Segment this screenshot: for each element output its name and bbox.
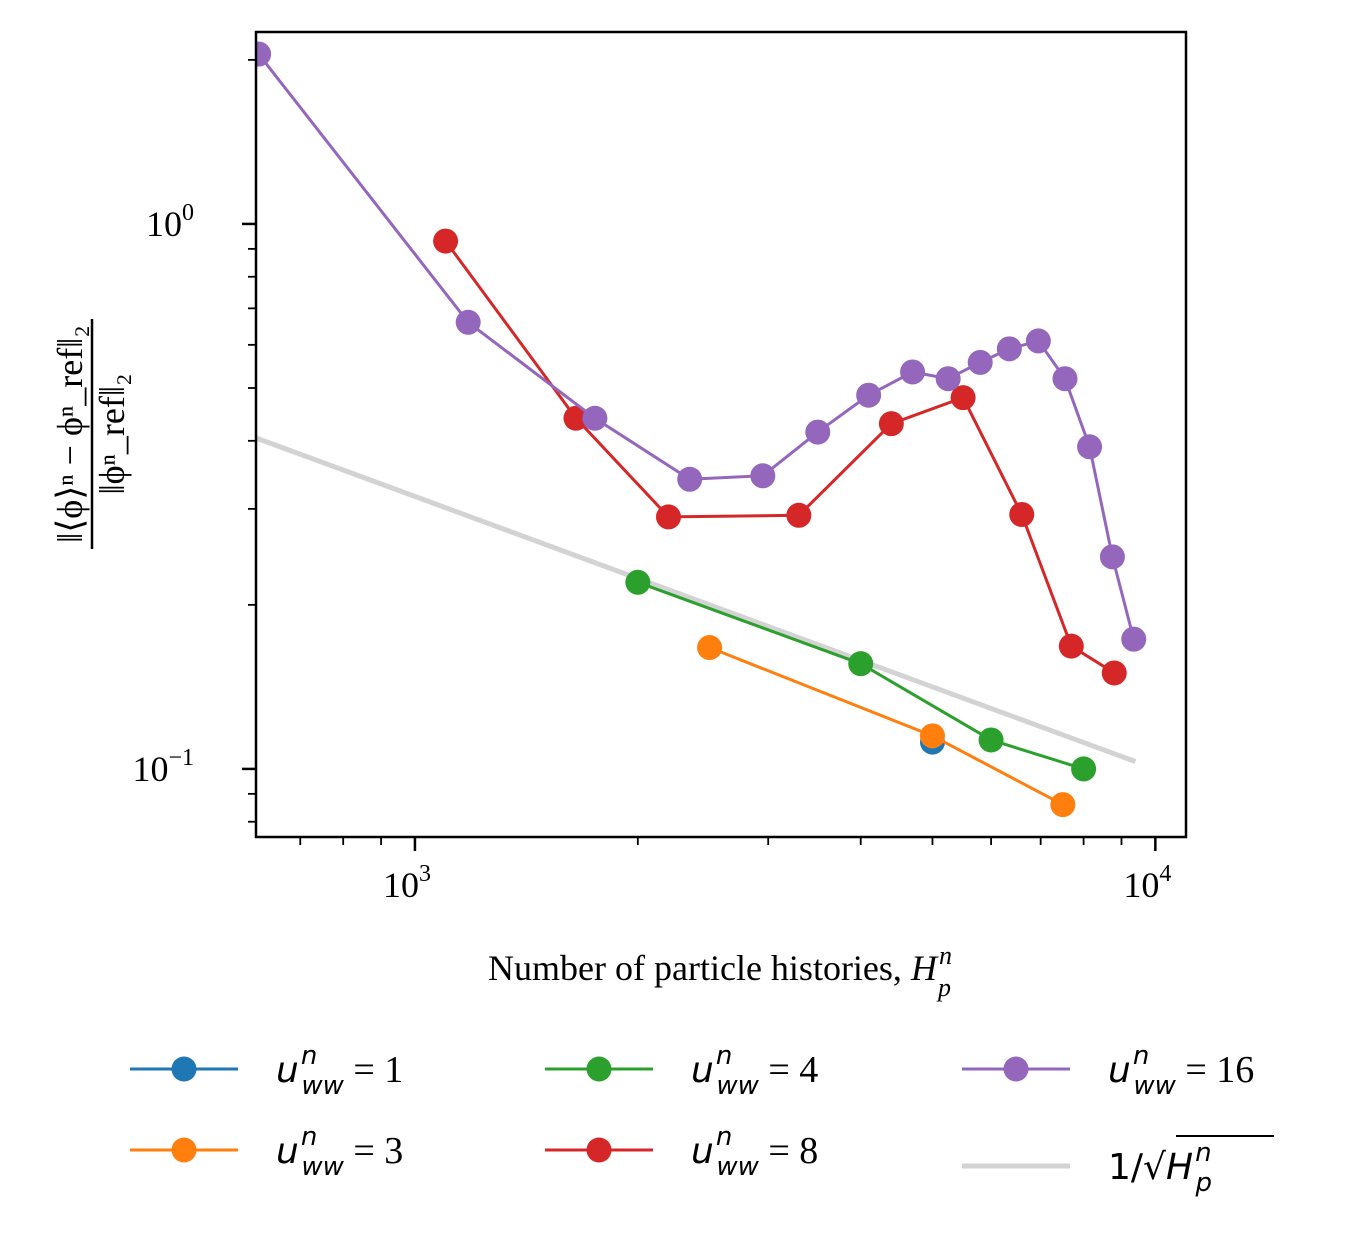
series-16 bbox=[256, 41, 1147, 652]
x-axis-label-text: Number of particle histories, bbox=[488, 948, 911, 988]
data-point bbox=[1077, 434, 1103, 460]
data-point bbox=[978, 727, 1004, 753]
data-point bbox=[582, 405, 608, 431]
plot-frame bbox=[254, 30, 1188, 839]
x-tick-label: 103 bbox=[383, 861, 431, 905]
y-axis-label: ‖⟨ϕ⟩ⁿ − ϕⁿ_ref‖₂ ‖ϕⁿ_ref‖₂ bbox=[50, 319, 132, 549]
data-point bbox=[1058, 633, 1084, 659]
axis-ticks: 103 104 100 10−1 bbox=[132, 58, 1171, 905]
legend-label: un ww = 1 bbox=[276, 1041, 403, 1101]
reference-line bbox=[256, 435, 1137, 764]
legend-entry: un ww = 1 bbox=[130, 1041, 403, 1101]
data-point bbox=[786, 502, 812, 528]
series-line bbox=[637, 580, 1085, 771]
data-point bbox=[1009, 501, 1035, 527]
data-point bbox=[878, 411, 904, 437]
data-point bbox=[655, 504, 681, 530]
data-point bbox=[625, 569, 651, 595]
data-point bbox=[1101, 660, 1127, 686]
data-point bbox=[935, 366, 961, 392]
legend: un ww = 1 un ww = 3 un ww = 4 un ww = 8 un ww = 1… bbox=[130, 1041, 1274, 1198]
data-point bbox=[433, 228, 459, 254]
series-line bbox=[257, 53, 1136, 640]
legend-entry: un ww = 16 bbox=[962, 1041, 1254, 1101]
data-point bbox=[950, 385, 976, 411]
y-tick-label: 10−1 bbox=[132, 745, 194, 789]
data-point bbox=[1052, 366, 1078, 392]
legend-marker bbox=[586, 1137, 612, 1163]
legend-marker bbox=[1003, 1056, 1029, 1082]
data-point bbox=[919, 723, 945, 749]
y-tick-label: 100 bbox=[146, 200, 194, 244]
data-point bbox=[1121, 626, 1147, 652]
series-8 bbox=[433, 228, 1127, 686]
y-axis-label-numerator: ‖⟨ϕ⟩ⁿ − ϕⁿ_ref‖₂ bbox=[50, 325, 90, 543]
data-point bbox=[900, 359, 926, 385]
data-point bbox=[856, 382, 882, 408]
data-point bbox=[805, 419, 831, 445]
data-point bbox=[848, 651, 874, 677]
data-point bbox=[697, 635, 723, 661]
legend-label: un ww = 8 bbox=[691, 1122, 818, 1182]
series-3 bbox=[697, 635, 1076, 818]
legend-label: un ww = 16 bbox=[1108, 1041, 1254, 1101]
x-axis-label: Number of particle histories, Hn p bbox=[488, 941, 952, 1002]
x-axis-label-sup: n bbox=[939, 941, 952, 970]
data-point bbox=[750, 463, 776, 489]
legend-entry: un ww = 8 bbox=[545, 1122, 818, 1182]
legend-marker bbox=[586, 1056, 612, 1082]
series-4 bbox=[625, 569, 1097, 782]
x-tick-label: 104 bbox=[1123, 861, 1171, 905]
data-point bbox=[967, 349, 993, 375]
data-point bbox=[455, 309, 481, 335]
legend-label: 1/√Hn p bbox=[1108, 1138, 1212, 1198]
legend-entry: un ww = 4 bbox=[545, 1041, 818, 1101]
legend-marker bbox=[171, 1056, 197, 1082]
data-point bbox=[1025, 328, 1051, 354]
legend-label: un ww = 3 bbox=[276, 1122, 403, 1182]
legend-label: un ww = 4 bbox=[691, 1041, 818, 1101]
series-line bbox=[444, 240, 1116, 675]
data-point bbox=[677, 466, 703, 492]
data-point bbox=[1050, 792, 1076, 818]
plot-area bbox=[256, 41, 1147, 818]
data-point bbox=[1071, 756, 1097, 782]
x-axis-label-math: H bbox=[910, 948, 939, 988]
data-point bbox=[563, 405, 589, 431]
data-point bbox=[996, 336, 1022, 362]
legend-entry-reference: 1/√Hn p bbox=[962, 1135, 1274, 1198]
data-point bbox=[256, 41, 272, 67]
legend-entry: un ww = 3 bbox=[130, 1122, 403, 1182]
x-axis-label-sub: p bbox=[936, 973, 951, 1002]
data-point bbox=[1099, 544, 1125, 570]
legend-marker bbox=[171, 1137, 197, 1163]
y-axis-label-denominator: ‖ϕⁿ_ref‖₂ bbox=[92, 373, 132, 494]
